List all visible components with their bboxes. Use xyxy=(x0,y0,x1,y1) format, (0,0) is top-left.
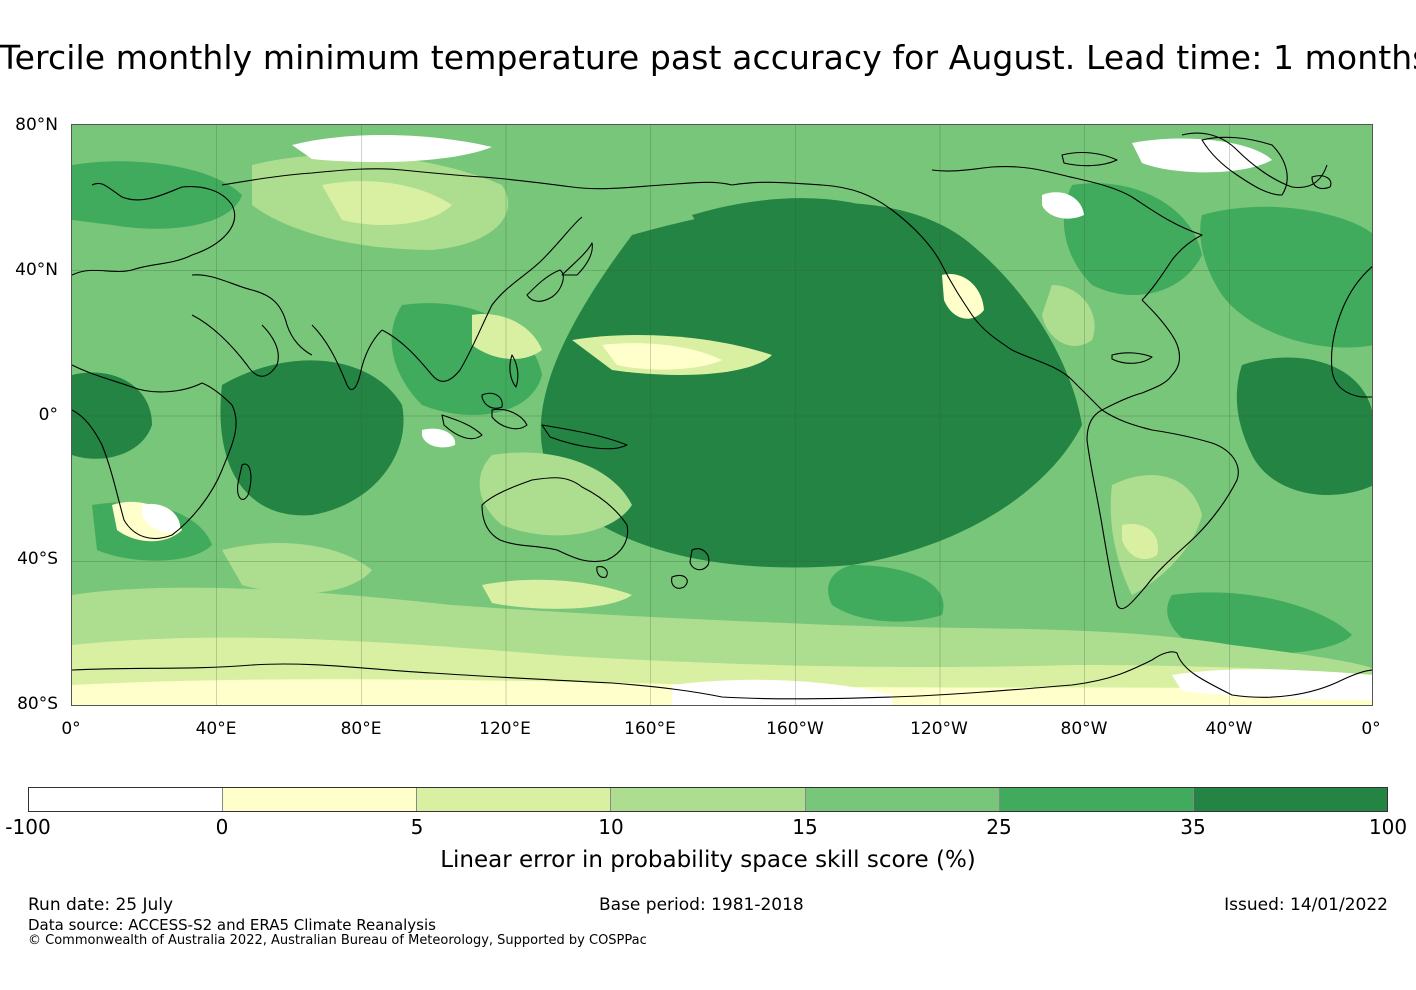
lon-label-120e: 120°E xyxy=(479,719,531,739)
colorbar-segment-7 xyxy=(1193,788,1387,811)
lat-label-0: 0° xyxy=(38,405,58,425)
colorbar-tick: 15 xyxy=(792,815,818,839)
issued-date: Issued: 14/01/2022 xyxy=(1224,895,1388,915)
map-gridlines xyxy=(72,125,1372,705)
colorbar-segment-3 xyxy=(417,788,612,811)
skill-score-map xyxy=(71,124,1373,706)
colorbar-label: Linear error in probability space skill … xyxy=(440,847,976,873)
colorbar-tick: 35 xyxy=(1180,815,1206,839)
colorbar xyxy=(28,787,1388,812)
lat-label-80s: 80°S xyxy=(17,694,58,714)
copyright-notice: © Commonwealth of Australia 2022, Austra… xyxy=(28,933,647,948)
lon-label-160w: 160°W xyxy=(766,719,824,739)
lon-label-40w: 40°W xyxy=(1205,719,1253,739)
colorbar-segment-2 xyxy=(223,788,418,811)
base-period: Base period: 1981-2018 xyxy=(599,895,804,915)
colorbar-segment-4 xyxy=(611,788,806,811)
lon-label-160e: 160°E xyxy=(624,719,676,739)
lon-label-40e: 40°E xyxy=(195,719,237,739)
lat-label-40n: 40°N xyxy=(15,260,58,280)
colorbar-segment-5 xyxy=(805,788,1000,811)
colorbar-segment-1 xyxy=(29,788,224,811)
colorbar-tick: 25 xyxy=(986,815,1012,839)
lon-label-80e: 80°E xyxy=(340,719,382,739)
colorbar-tick: 10 xyxy=(598,815,624,839)
lon-label-0-right: 0° xyxy=(1361,719,1381,739)
colorbar-tick: 0 xyxy=(215,815,229,839)
colorbar-segment-6 xyxy=(999,788,1194,811)
colorbar-tick: 5 xyxy=(410,815,424,839)
lon-label-80w: 80°W xyxy=(1060,719,1108,739)
colorbar-tick: 100 xyxy=(1368,815,1408,839)
lat-label-80n: 80°N xyxy=(15,115,58,135)
skill-field-regions xyxy=(72,135,1372,705)
coastlines xyxy=(72,132,1372,700)
run-date: Run date: 25 July xyxy=(28,895,174,915)
colorbar-tick: -100 xyxy=(5,815,51,839)
lon-label-0-left: 0° xyxy=(61,719,81,739)
data-source: Data source: ACCESS-S2 and ERA5 Climate … xyxy=(28,916,436,934)
lon-label-120w: 120°W xyxy=(910,719,968,739)
map-title: Tercile monthly minimum temperature past… xyxy=(0,38,1416,77)
lat-label-40s: 40°S xyxy=(17,549,58,569)
